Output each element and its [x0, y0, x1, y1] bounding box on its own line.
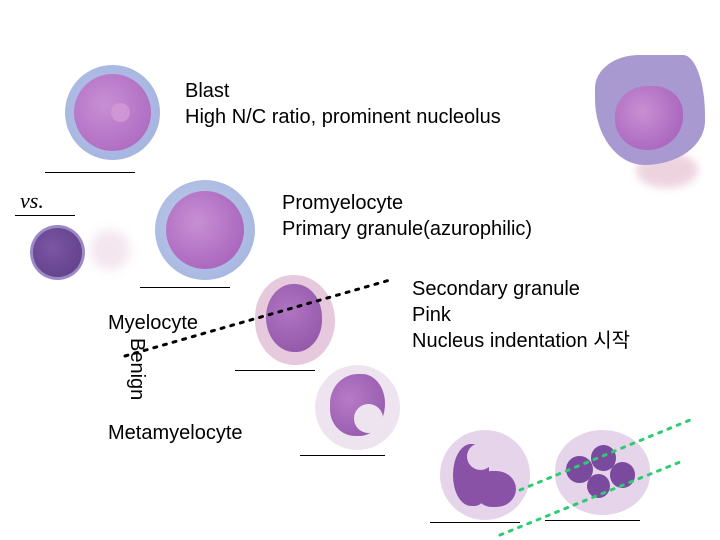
label-metamyelo: Metamyelocyte: [108, 420, 243, 446]
label-secondary-1: Secondary granule: [412, 276, 580, 302]
label-blast-2: High N/C ratio, prominent nucleolus: [185, 104, 501, 130]
label-promyelo-1: Promyelocyte: [282, 190, 403, 216]
label-vs: vs.: [20, 188, 44, 214]
cell-promyelocyte: [155, 180, 255, 280]
cell-blast: [65, 65, 160, 160]
cell-vs-small: [30, 225, 85, 280]
cell-myelocyte: [255, 275, 335, 365]
label-promyelo-2: Primary granule(azurophilic): [282, 216, 532, 242]
underline-myelo: [235, 370, 315, 371]
underline-promyelo: [140, 287, 230, 288]
underline-band: [430, 522, 520, 523]
underline-seg: [545, 520, 640, 521]
underline-meta: [300, 455, 385, 456]
cell-corner: [595, 55, 705, 165]
bg-smudge-2: [90, 230, 130, 270]
diagram-stage: Blast High N/C ratio, prominent nucleolu…: [0, 0, 720, 540]
underline-vs: [15, 215, 75, 216]
underline-blast: [45, 172, 135, 173]
label-secondary-2: Pink: [412, 302, 451, 328]
cell-segmented: [555, 430, 650, 515]
label-secondary-3: Nucleus indentation 시작: [412, 328, 630, 354]
cell-band: [440, 430, 530, 520]
cell-metamyelocyte: [315, 365, 400, 450]
label-benign: Benign: [125, 338, 148, 400]
label-myelo: Myelocyte: [108, 310, 198, 336]
label-blast-1: Blast: [185, 78, 229, 104]
